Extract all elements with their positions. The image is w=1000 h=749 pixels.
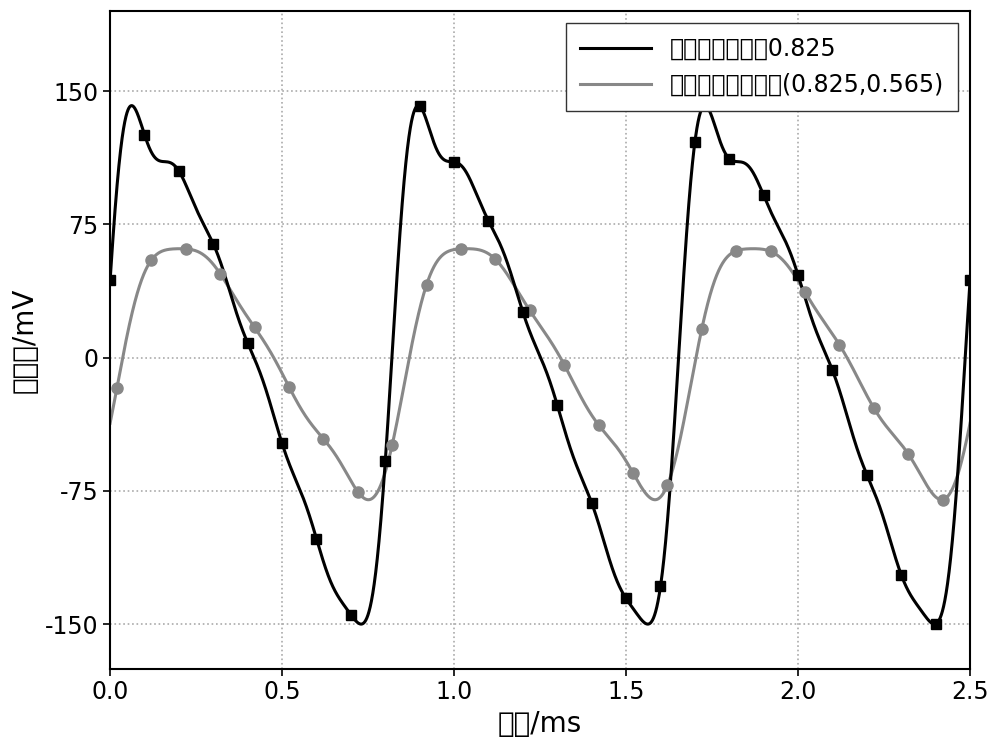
- Y-axis label: 轴电压/mV: 轴电压/mV: [11, 287, 39, 392]
- 不同极弧系数组合(0.825,0.565): [461, 244, 473, 253]
- Line: 不同极弧系数组合(0.825,0.565): 不同极弧系数组合(0.825,0.565): [110, 249, 970, 500]
- 不同极弧系数组合(0.825,0.565): [964, 419, 976, 428]
- X-axis label: 时间/ms: 时间/ms: [498, 710, 582, 738]
- Line: 原模型极弧系数0.825: 原模型极弧系数0.825: [110, 106, 970, 624]
- 原模型极弧系数0.825: [620, 594, 632, 603]
- 原模型极弧系数0.825: [664, 488, 676, 497]
- 原模型极弧系数0.825: [260, 387, 272, 396]
- 不同极弧系数组合(0.825,0.565): [260, 341, 272, 350]
- 原模型极弧系数0.825: [433, 150, 445, 159]
- 原模型极弧系数0.825: [746, 166, 758, 175]
- 不同极弧系数组合(0.825,0.565): [433, 255, 445, 264]
- 不同极弧系数组合(0.825,0.565): [664, 475, 676, 484]
- 不同极弧系数组合(0.825,0.565): [936, 495, 948, 504]
- 不同极弧系数组合(0.825,0.565): [811, 307, 823, 316]
- 原模型极弧系数0.825: [964, 276, 976, 285]
- 不同极弧系数组合(0.825,0.565): [104, 419, 116, 428]
- 原模型极弧系数0.825: [126, 101, 138, 110]
- Legend: 原模型极弧系数0.825, 不同极弧系数组合(0.825,0.565): 原模型极弧系数0.825, 不同极弧系数组合(0.825,0.565): [566, 23, 958, 111]
- 原模型极弧系数0.825: [811, 330, 823, 339]
- 原模型极弧系数0.825: [104, 276, 116, 285]
- 不同极弧系数组合(0.825,0.565): [746, 244, 758, 253]
- 不同极弧系数组合(0.825,0.565): [620, 456, 632, 465]
- 原模型极弧系数0.825: [355, 619, 367, 628]
